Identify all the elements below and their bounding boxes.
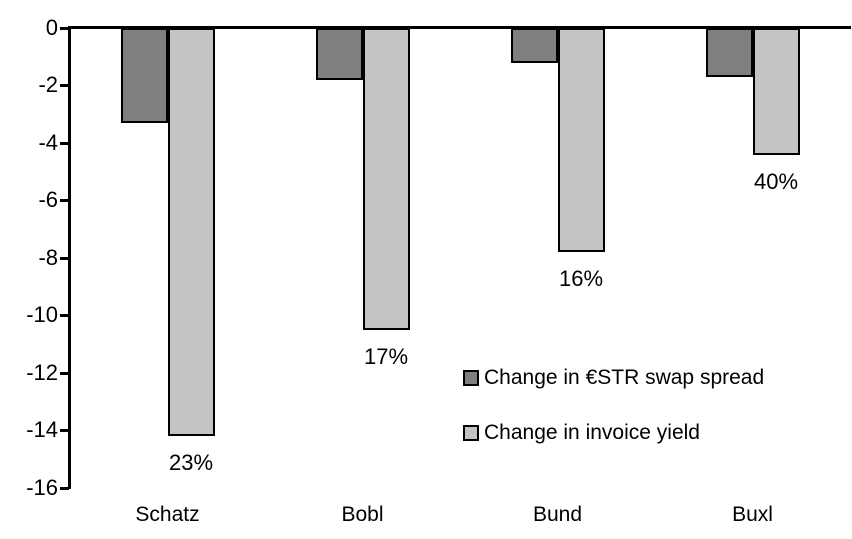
- y-tick: [60, 314, 69, 317]
- x-axis-label-buxl: Buxl: [732, 503, 773, 526]
- y-tick-label: -6: [38, 187, 58, 212]
- x-axis-label-bobl: Bobl: [341, 503, 384, 526]
- y-tick-label: -2: [38, 72, 58, 97]
- y-tick-label: -12: [26, 359, 58, 385]
- y-tick: [60, 371, 69, 375]
- y-tick: [60, 199, 69, 202]
- y-tick: [60, 486, 69, 490]
- bar-bund-series-0: [510, 28, 558, 63]
- y-tick: [60, 429, 69, 432]
- y-tick-label: -8: [38, 244, 58, 270]
- bar-bobl-series-0: [315, 28, 363, 80]
- legend-swatch-swap-spread: [463, 370, 479, 386]
- bar-buxl-series-1: [752, 28, 800, 155]
- y-tick-label: -10: [26, 302, 58, 327]
- legend-label-swap-spread: Change in €STR swap spread: [484, 366, 765, 389]
- y-tick-label: -16: [26, 474, 58, 500]
- bar-percentage-label-schatz: 23%: [168, 450, 214, 476]
- bar-percentage-label-bobl: 17%: [363, 343, 409, 369]
- legend-swatch-invoice-yield: [463, 425, 479, 441]
- bar-bund-series-1: [557, 28, 605, 253]
- bar-buxl-series-0: [705, 28, 753, 77]
- y-tick-label: -4: [38, 129, 58, 155]
- legend-label-invoice-yield: Change in invoice yield: [484, 421, 700, 444]
- bar-schatz-series-1: [167, 28, 215, 437]
- x-axis-label-bund: Bund: [532, 503, 583, 526]
- legend-item-invoice-yield: Change in invoice yield: [463, 422, 764, 444]
- y-tick: [60, 26, 69, 30]
- y-tick: [60, 84, 69, 87]
- bar-schatz-series-0: [120, 28, 168, 123]
- bar-bobl-series-1: [362, 28, 410, 330]
- y-tick-label: -14: [26, 417, 58, 442]
- bar-percentage-label-bund: 16%: [558, 266, 604, 292]
- y-tick: [60, 256, 69, 260]
- legend: Change in €STR swap spread Change in inv…: [463, 367, 764, 477]
- y-tick: [60, 141, 69, 145]
- x-axis-label-schatz: Schatz: [135, 503, 200, 526]
- x-axis-zero-line: [68, 26, 851, 29]
- bar-percentage-label-buxl: 40%: [753, 168, 799, 194]
- legend-item-swap-spread: Change in €STR swap spread: [463, 367, 764, 389]
- y-tick-label: 0: [45, 14, 58, 40]
- y-axis-line: [68, 26, 71, 489]
